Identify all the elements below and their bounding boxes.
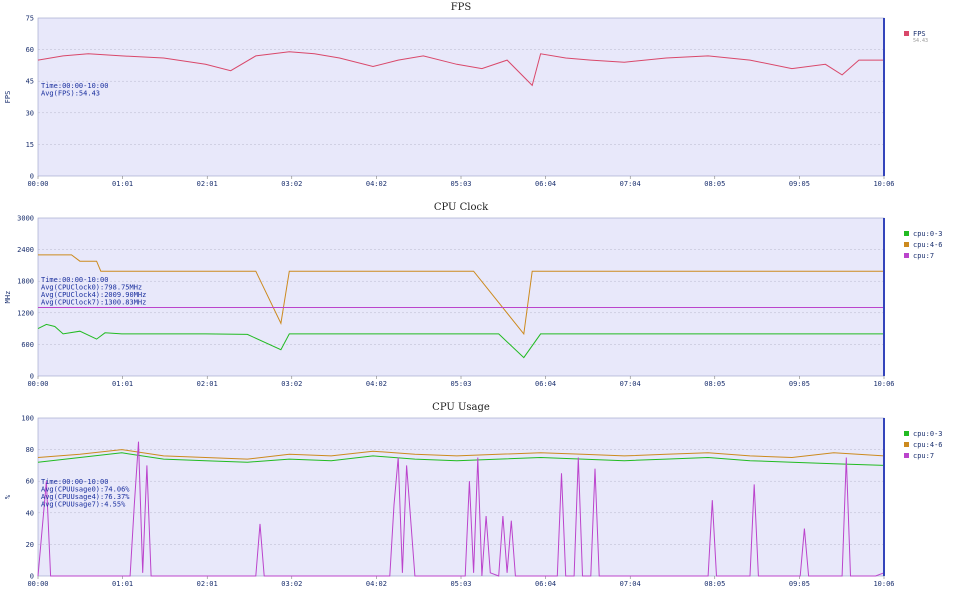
chart0-xtick-label: 09:05: [789, 180, 810, 188]
chart2-xtick-label: 10:06: [873, 580, 894, 588]
chart2-ytick-label: 80: [26, 446, 34, 454]
chart1-xtick-label: 06:04: [535, 380, 556, 388]
chart1-xtick-label: 09:05: [789, 380, 810, 388]
chart1-ytick-label: 3000: [17, 215, 34, 223]
chart1-xtick-label: 03:02: [281, 380, 302, 388]
chart1-xtick-label: 00:00: [27, 380, 48, 388]
chart1-legend-label-1: cpu:4-6: [913, 241, 943, 249]
chart2-series-line-0: [37, 452, 885, 466]
chart0-xtick-label: 03:02: [281, 180, 302, 188]
chart0-ylabel: FPS: [4, 91, 12, 104]
chart2-annotation-line: Avg(CPUUsage0):74.06%: [41, 486, 130, 494]
chart1-annotation-line: Avg(CPUClock7):1300.83MHz: [41, 299, 146, 307]
chart1-xtick-label: 02:01: [197, 380, 218, 388]
chart1-annotation-line: Avg(CPUClock0):798.75MHz: [41, 284, 142, 292]
chart2-ytick-label: 100: [21, 415, 34, 423]
chart2-annotation-line: Time:00:00-10:00: [41, 478, 108, 486]
chart1-xtick-label: 05:03: [450, 380, 471, 388]
chart0-title: FPS: [451, 2, 472, 13]
fps-chart-panel: FPS 0 15 30 45 60 75 00:00 01:01 02:01 03:02 04:02 0…: [0, 0, 960, 200]
chart1-plot-area: [37, 217, 885, 377]
chart1-legend-label-0: cpu:0-3: [913, 230, 943, 238]
chart1-ytick-label: 600: [21, 341, 34, 349]
chart0-plot-area: [37, 17, 885, 177]
chart0-ytick-label: 60: [26, 46, 34, 54]
chart0-ytick-label: 45: [26, 78, 34, 86]
chart2-xtick-label: 05:03: [450, 580, 471, 588]
chart2-xtick-label: 01:01: [112, 580, 133, 588]
chart0-annotation-line: Time:00:00-10:00: [41, 82, 108, 90]
chart0-xtick-label: 01:01: [112, 180, 133, 188]
chart2-legend-label-1: cpu:4-6: [913, 441, 943, 449]
chart0-legend-label-0: FPS: [913, 30, 926, 38]
chart0-xtick-label: 02:01: [197, 180, 218, 188]
chart1-legend-swatch-0: [904, 231, 909, 236]
chart1-annotation-line: Avg(CPUClock4):2009.90MHz: [41, 291, 146, 299]
chart2-title: CPU Usage: [432, 402, 490, 413]
chart1-title: CPU Clock: [434, 202, 489, 213]
chart2-legend-label-0: cpu:0-3: [913, 430, 943, 438]
chart1-legend-label-2: cpu:7: [913, 252, 934, 260]
chart1-xtick-label: 04:02: [366, 380, 387, 388]
chart1-annotation-line: Time:00:00-10:00: [41, 276, 108, 284]
chart2-xtick-label: 04:02: [366, 580, 387, 588]
chart2-ylabel: %: [4, 494, 12, 499]
cpu-clock-chart: CPU Clock 0 600 1200 1800 2400 3000 00:00 01:01 0…: [4, 202, 943, 388]
chart1-xtick-label: 10:06: [873, 380, 894, 388]
chart1-series-line-0: [37, 323, 884, 359]
chart1-ytick-label: 1200: [17, 309, 34, 317]
chart1-ylabel: MHz: [4, 291, 12, 304]
chart2-xtick-label: 08:05: [704, 580, 725, 588]
chart0-xtick-label: 08:05: [704, 180, 725, 188]
cpu-usage-chart-panel: CPU Usage 0 20 40 60 80 100 00:00 01:01 02:01 03:0…: [0, 400, 960, 600]
chart2-xtick-label: 03:02: [281, 580, 302, 588]
chart0-xtick-label: 06:04: [535, 180, 556, 188]
chart1-xtick-label: 01:01: [112, 380, 133, 388]
chart2-ytick-label: 60: [26, 478, 34, 486]
chart2-xtick-label: 06:04: [535, 580, 556, 588]
chart0-xtick-label: 00:00: [27, 180, 48, 188]
chart2-legend-swatch-2: [904, 453, 909, 458]
fps-chart: FPS 0 15 30 45 60 75 00:00 01:01 02:01 03:02 04:02 0…: [4, 2, 928, 188]
chart2-xtick-label: 00:00: [27, 580, 48, 588]
chart2-annotation-line: Avg(CPUUsage4):76.37%: [41, 493, 130, 501]
chart0-ytick-label: 75: [26, 15, 34, 23]
chart2-xtick-label: 07:04: [620, 580, 641, 588]
chart1-xtick-label: 07:04: [620, 380, 641, 388]
chart0-xtick-label: 10:06: [873, 180, 894, 188]
chart2-xtick-label: 02:01: [197, 580, 218, 588]
chart2-ytick-label: 40: [26, 509, 34, 517]
chart0-series-line-0: [37, 51, 884, 87]
chart0-legend-subtext-0: 54.43: [913, 38, 928, 44]
chart2-legend-swatch-1: [904, 442, 909, 447]
chart2-series-line-1: [37, 449, 885, 460]
chart0-annotation-line: Avg(FPS):54.43: [41, 90, 100, 98]
chart0-xtick-label: 05:03: [450, 180, 471, 188]
cpu-clock-chart-panel: CPU Clock 0 600 1200 1800 2400 3000 00:00 01:01 0…: [0, 200, 960, 400]
cpu-usage-chart: CPU Usage 0 20 40 60 80 100 00:00 01:01 02:01 03:0…: [4, 402, 943, 588]
chart1-legend-swatch-2: [904, 253, 909, 258]
chart0-xtick-label: 07:04: [620, 180, 641, 188]
chart2-series-line-2: [37, 441, 885, 577]
chart2-annotation-line: Avg(CPUUsage7):4.55%: [41, 501, 126, 509]
chart1-ytick-label: 0: [30, 373, 34, 381]
chart0-legend-swatch-0: [904, 31, 909, 36]
chart1-ytick-label: 2400: [17, 246, 34, 254]
chart2-ytick-label: 0: [30, 573, 34, 581]
chart1-ytick-label: 1800: [17, 278, 34, 286]
chart1-xtick-label: 08:05: [704, 380, 725, 388]
chart2-xtick-label: 09:05: [789, 580, 810, 588]
chart2-legend-label-2: cpu:7: [913, 452, 934, 460]
chart0-xtick-label: 04:02: [366, 180, 387, 188]
chart2-ytick-label: 20: [26, 541, 34, 549]
chart1-series-line-1: [38, 254, 884, 336]
chart0-ytick-label: 15: [26, 141, 34, 149]
chart2-legend-swatch-0: [904, 431, 909, 436]
chart1-legend-swatch-1: [904, 242, 909, 247]
chart0-ytick-label: 30: [26, 109, 34, 117]
chart0-ytick-label: 0: [30, 173, 34, 181]
